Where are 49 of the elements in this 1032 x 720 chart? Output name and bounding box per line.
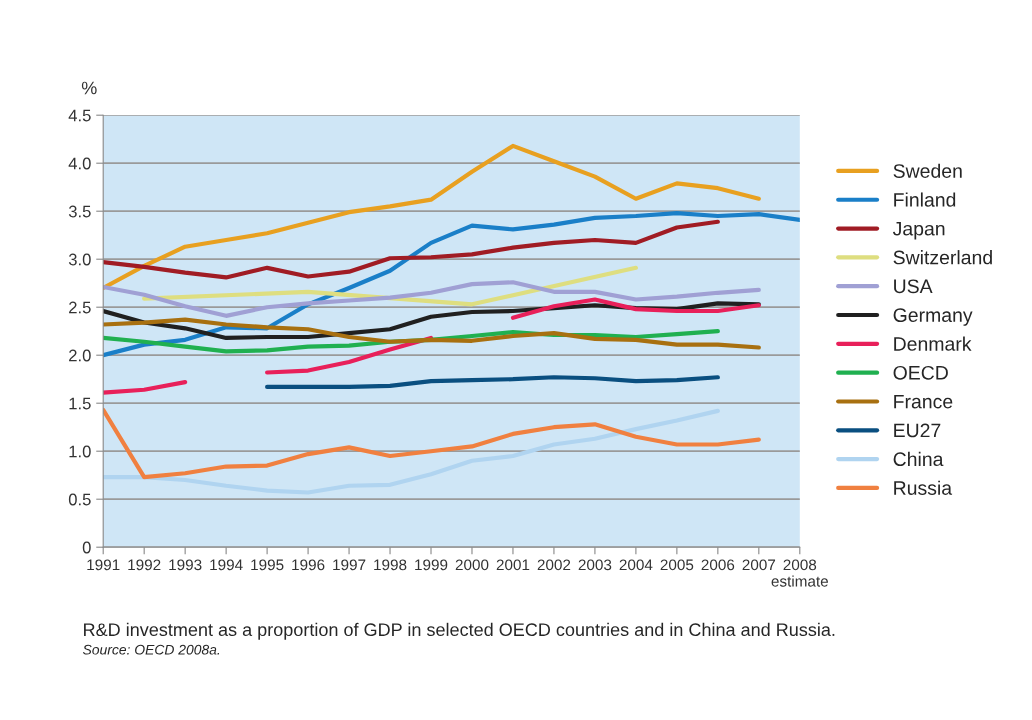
y-tick-label: 2.0 xyxy=(69,349,91,362)
x-tick-label: 2005 xyxy=(660,559,694,571)
legend-label: Japan xyxy=(892,221,945,240)
legend-label: Russia xyxy=(894,480,953,495)
legend-label: EU27 xyxy=(894,423,941,438)
text: R&D investment as a proportion of GDP in selected OECD countries and in China and Russia. xyxy=(84,622,835,640)
y-tick-label: 1.5 xyxy=(69,397,91,410)
y-tick-label: 4.0 xyxy=(68,157,91,170)
legend-label: China xyxy=(893,451,944,467)
x-tick-label: 2001 xyxy=(496,559,530,571)
legend-label: OECD xyxy=(893,365,948,380)
line-series xyxy=(103,143,761,291)
x-tick-label: 2003 xyxy=(578,559,612,571)
line-series xyxy=(103,407,761,480)
x-tick-label: 1991 xyxy=(87,559,120,571)
legend-label: Denmark xyxy=(894,336,972,351)
x-tick-label: 1993 xyxy=(169,559,202,571)
y-tick-label: 1.0 xyxy=(69,445,91,458)
line-series xyxy=(103,280,761,318)
y-tick-label: 3.5 xyxy=(68,205,91,218)
y-tick-label: 4.5 xyxy=(68,109,91,122)
legend-label: Finland xyxy=(894,192,956,207)
x-tick-label: 1999 xyxy=(415,559,448,571)
legend-label: Germany xyxy=(893,308,973,326)
x-tick-label: 1997 xyxy=(333,559,366,571)
x-tick-label: 1994 xyxy=(210,559,243,571)
x-tick-label: 1998 xyxy=(374,559,407,571)
x-tick-label: 1992 xyxy=(128,559,161,571)
line-series xyxy=(265,375,720,389)
line-series xyxy=(103,219,720,280)
line-series xyxy=(103,317,761,350)
legend-label: Switzerland xyxy=(893,250,992,265)
legend-label: USA xyxy=(894,279,933,294)
line-series xyxy=(103,408,720,495)
y-tick-label: 0.5 xyxy=(68,493,91,506)
legend-label: Sweden xyxy=(893,163,962,178)
source-note: Source: OECD 2008a. xyxy=(82,644,220,655)
x-tick-label: 1995 xyxy=(251,559,284,571)
y-axis-title: % xyxy=(81,81,97,95)
x-tick-label: 2000 xyxy=(455,559,489,571)
x-tick-label: 2004 xyxy=(619,559,653,571)
x-tick-label: 2002 xyxy=(537,559,571,571)
y-tick-label: 0 xyxy=(82,541,91,554)
line-series xyxy=(142,265,638,307)
y-tick-label: 2.5 xyxy=(69,301,91,314)
legend-label: France xyxy=(894,394,953,409)
x-tick-label: 2006 xyxy=(701,559,735,571)
y-tick-label: 3.0 xyxy=(68,253,91,266)
x-tick-label: 1996 xyxy=(292,559,325,571)
